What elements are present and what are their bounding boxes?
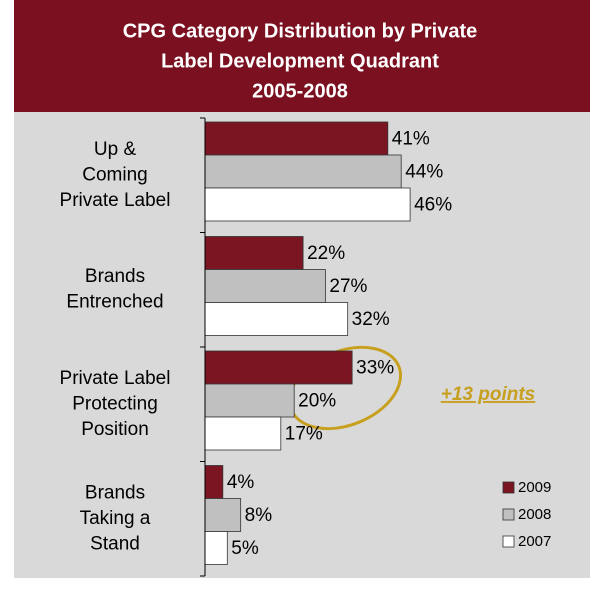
data-label: 17% (285, 424, 323, 445)
bar (204, 383, 295, 418)
category-label: Brands (85, 482, 145, 503)
bar (204, 531, 228, 565)
category-label: Protecting (72, 393, 158, 414)
category-label: Up & (94, 139, 137, 160)
data-label: 5% (231, 538, 259, 559)
bar (204, 121, 389, 156)
category-label: Coming (82, 164, 147, 185)
bar (204, 154, 402, 189)
data-label: 32% (352, 309, 390, 330)
category-label: Brands (85, 266, 145, 287)
data-label: 4% (227, 472, 255, 493)
data-label: 41% (392, 129, 430, 150)
legend-swatch (502, 535, 515, 548)
data-label: 46% (414, 195, 452, 216)
data-label: 27% (329, 276, 367, 297)
category-label: Position (81, 419, 149, 440)
data-label: 20% (298, 391, 336, 412)
data-label: 44% (405, 162, 443, 183)
bar (204, 416, 282, 451)
data-label: 8% (245, 505, 273, 526)
category-label: Stand (90, 533, 140, 554)
annotation: +13 points (441, 384, 536, 405)
title-background (14, 0, 590, 112)
category-label: Entrenched (66, 292, 163, 313)
legend-swatch (502, 508, 515, 521)
chart-title: 2005-2008 (252, 80, 348, 102)
category-label: Private Label (60, 368, 171, 389)
bar (204, 187, 411, 222)
data-label: 33% (356, 358, 394, 379)
legend-label: 2009 (518, 479, 551, 496)
data-label: 22% (307, 243, 345, 264)
legend-label: 2007 (518, 533, 551, 550)
bar (204, 465, 224, 499)
bar (204, 236, 304, 270)
legend-label: 2008 (518, 506, 551, 523)
category-label: Taking a (80, 508, 151, 529)
chart-title: Label Development Quadrant (161, 50, 439, 72)
bar (204, 269, 326, 303)
bar (204, 350, 353, 385)
chart-title: CPG Category Distribution by Private (123, 20, 478, 42)
bar (204, 498, 242, 532)
category-label: Private Label (60, 190, 171, 211)
legend-swatch (502, 481, 515, 494)
bar (204, 302, 349, 336)
